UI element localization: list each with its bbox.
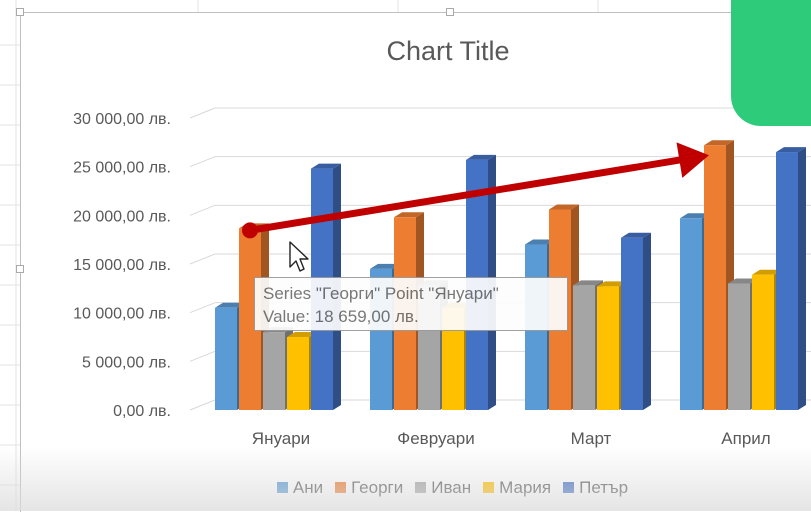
resize-handle-top[interactable] [446,8,454,16]
legend[interactable]: Ани Георги Иван Мария Петър [0,478,811,498]
bar-top [776,147,806,153]
legend-swatch [415,482,427,493]
bar-front [776,152,798,411]
arrow-tail-dot [242,222,258,239]
bar-top [704,140,734,146]
bar-top [466,154,496,160]
gridline-depth [189,350,216,362]
legend-label: Иван [431,478,472,497]
legend-label: Петър [579,478,629,497]
y-tick-label: 10 000,00 лв. [73,306,171,323]
bar-front [239,228,261,410]
bar-top [370,263,400,269]
resize-handle-left[interactable] [16,265,24,273]
bar-front [752,274,774,410]
annotation-arrow [242,142,709,239]
bar-front [287,337,309,410]
legend-swatch [563,482,575,493]
bar-front [263,332,285,410]
legend-label: Георги [351,478,404,497]
bar-top [752,269,782,275]
gridline-depth [189,399,216,411]
legend-label: Ани [292,478,324,497]
gridline-depth [189,204,216,216]
y-tick-label: 5 000,00 лв. [82,354,171,371]
bar-top [728,278,758,284]
y-tick-label: 25 000,00 лв. [73,160,171,177]
bar-front [442,307,464,410]
legend-swatch [483,482,495,493]
bar-top [597,281,627,287]
x-tick-label: Април [721,429,770,448]
gridline-depth [189,253,216,265]
bar-front [597,286,619,410]
legend-swatch [335,482,347,493]
bar-front [573,285,595,410]
bar-front [728,283,750,410]
bar-top [215,302,245,308]
legend-item[interactable]: Иван [415,478,471,498]
bar-top [680,213,710,219]
y-tick-label: 20 000,00 лв. [73,208,171,225]
y-tick-label: 0,00 лв. [113,403,171,420]
bar-side [643,232,651,410]
legend-item[interactable]: Георги [335,478,403,498]
tooltip-series-line: Series "Георги" Point "Януари" [263,284,499,303]
arrow-shaft [246,156,683,234]
bar-top [573,280,603,286]
data-point-tooltip: Series "Георги" Point "Януари" Value: 18… [254,277,568,331]
bar-front [704,145,726,410]
bar-side [798,147,806,411]
bar-front [621,237,643,410]
legend-item[interactable]: Петър [563,478,628,498]
tooltip-value-line: Value: 18 659,00 лв. [263,307,419,326]
chart-title[interactable]: Chart Title [386,36,510,66]
gridline-depth [189,156,216,168]
legend-item[interactable]: Ани [276,478,324,498]
gridline-depth [189,107,216,119]
bar [621,232,651,410]
arrow-head [676,142,709,178]
bar-top [549,204,579,210]
x-tick-label: Март [571,429,612,448]
resize-handle-top-left[interactable] [16,8,24,16]
bar-front [215,307,237,410]
y-tick-label: 30 000,00 лв. [73,111,171,128]
bar-top [525,239,555,245]
legend-label: Мария [499,478,552,497]
bar [776,147,806,411]
y-tick-label: 15 000,00 лв. [73,257,171,274]
bar-top [394,212,424,218]
bar-top [287,332,317,337]
x-tick-label: Януари [252,429,310,448]
bar-front [680,218,702,410]
bar-top [621,232,651,238]
legend-item[interactable]: Мария [483,478,551,498]
overlay-tab [731,0,811,126]
mouse-cursor-icon [289,241,309,272]
x-tick-label: Февруари [397,429,474,448]
gridline-depth [189,302,216,314]
legend-swatch [276,482,288,493]
bar-top [311,163,341,169]
